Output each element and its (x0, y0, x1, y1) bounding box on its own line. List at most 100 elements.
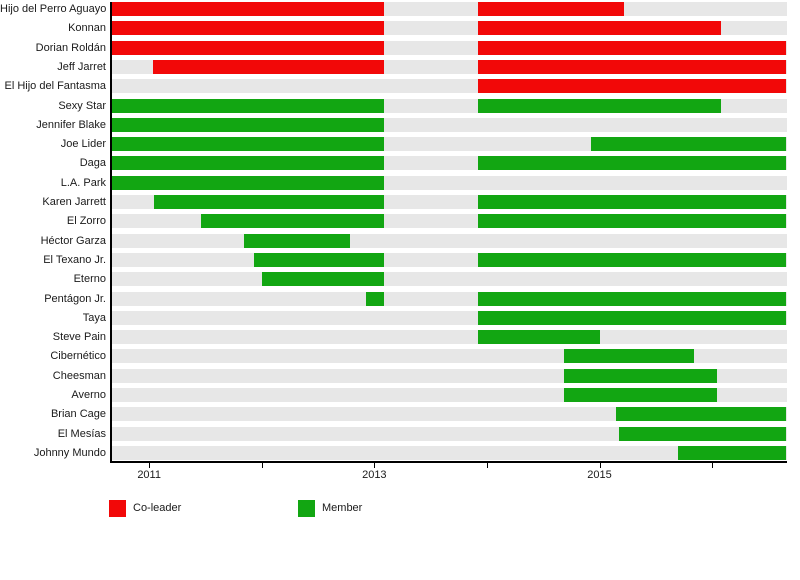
row-track (112, 59, 787, 74)
axis-tick (712, 463, 714, 468)
row-track (112, 388, 787, 402)
row-track (112, 349, 787, 364)
row-track (112, 79, 787, 94)
bar-segment-co-leader (112, 40, 385, 55)
row-track (112, 310, 787, 325)
person-label: Cheesman (52, 369, 106, 382)
bar-segment-member (112, 137, 385, 152)
row-track (112, 2, 787, 16)
bar-segment-member (253, 252, 385, 267)
bar-segment-co-leader (477, 40, 787, 55)
bar-segment-member (477, 214, 787, 229)
person-label: El Hijo del Fantasma (4, 80, 107, 93)
bar-segment-member (477, 330, 600, 345)
x-axis-line (110, 461, 787, 463)
bar-segment-member (590, 137, 787, 152)
bar-segment-co-leader (112, 21, 385, 36)
bar-segment-member (243, 233, 350, 248)
person-label: Pentágon Jr. (44, 292, 106, 305)
bar-segment-co-leader (112, 2, 385, 16)
bar-segment-member (618, 426, 787, 441)
bar-segment-member (678, 445, 787, 460)
legend-label: Member (322, 502, 363, 514)
y-axis-line (110, 2, 112, 462)
bar-segment-member (477, 98, 722, 113)
row-track (112, 291, 787, 306)
row-track (112, 137, 787, 152)
axis-tick (599, 463, 601, 468)
bar-segment-member (366, 291, 385, 306)
bar-segment-member (563, 368, 717, 383)
axis-tick-label: 2011 (137, 469, 161, 481)
legend: Co-leader Member (0, 500, 800, 524)
axis-tick (374, 463, 376, 468)
legend-swatch (109, 500, 126, 517)
person-label: Jeff Jarret (57, 60, 106, 73)
row-track (112, 272, 787, 287)
person-label: El Texano Jr. (43, 253, 106, 266)
row-track (112, 426, 787, 441)
row-track (112, 21, 787, 36)
bar-segment-member (563, 388, 717, 402)
row-track (112, 195, 787, 209)
bar-segment-member (616, 407, 787, 422)
person-label: Taya (82, 311, 106, 324)
bar-segment-co-leader (477, 59, 787, 74)
row-track (112, 407, 787, 422)
person-label: Averno (71, 389, 106, 401)
person-label: Héctor Garza (40, 234, 106, 247)
person-label: Brian Cage (50, 408, 106, 421)
legend-label: Co-leader (133, 502, 182, 514)
bar-segment-member (261, 272, 385, 287)
row-track (112, 117, 787, 132)
person-label: L.A. Park (60, 176, 106, 189)
bar-segment-member (153, 195, 385, 209)
person-label: Eterno (73, 273, 106, 286)
axis-tick (486, 463, 488, 468)
bar-segment-member (112, 98, 385, 113)
row-track (112, 445, 787, 460)
row-track (112, 98, 787, 113)
person-label: Dorian Roldán (35, 41, 106, 54)
row-track (112, 175, 787, 190)
person-label: Jennifer Blake (36, 118, 106, 131)
person-label: Karen Jarrett (42, 196, 106, 208)
bar-segment-co-leader (477, 2, 625, 16)
axis-tick-label: 2013 (362, 469, 387, 481)
bar-segment-member (477, 195, 787, 209)
person-label: El Mesías (57, 427, 106, 440)
axis-tick-label: 2015 (587, 469, 612, 481)
bar-segment-member (477, 291, 787, 306)
legend-swatch (298, 500, 315, 517)
bar-segment-member (112, 156, 385, 171)
row-track (112, 40, 787, 55)
axis-tick (149, 463, 151, 468)
bar-segment-member (563, 349, 695, 364)
person-label: Cibernético (50, 350, 106, 363)
row-track (112, 156, 787, 171)
person-label: Joe Lider (60, 138, 106, 151)
bar-segment-member (477, 156, 787, 171)
row-track (112, 330, 787, 345)
row-track (112, 368, 787, 383)
person-label: Sexy Star (58, 99, 106, 112)
row-track (112, 214, 787, 229)
row-track (112, 252, 787, 267)
person-label: Steve Pain (52, 331, 106, 344)
person-label: Daga (79, 157, 106, 170)
person-label: El Zorro (66, 215, 106, 228)
bar-segment-member (200, 214, 385, 229)
bar-segment-member (112, 117, 385, 132)
person-label: Hijo del Perro Aguayo (0, 3, 107, 15)
axis-tick (261, 463, 263, 468)
bar-segment-co-leader (152, 59, 385, 74)
bar-segment-member (112, 175, 385, 190)
person-label: Konnan (68, 22, 106, 35)
bar-segment-member (477, 252, 787, 267)
bar-segment-co-leader (477, 21, 722, 36)
row-track (112, 233, 787, 248)
bar-segment-member (477, 310, 787, 325)
person-label: Johnny Mundo (33, 446, 106, 459)
bar-segment-co-leader (477, 79, 787, 94)
